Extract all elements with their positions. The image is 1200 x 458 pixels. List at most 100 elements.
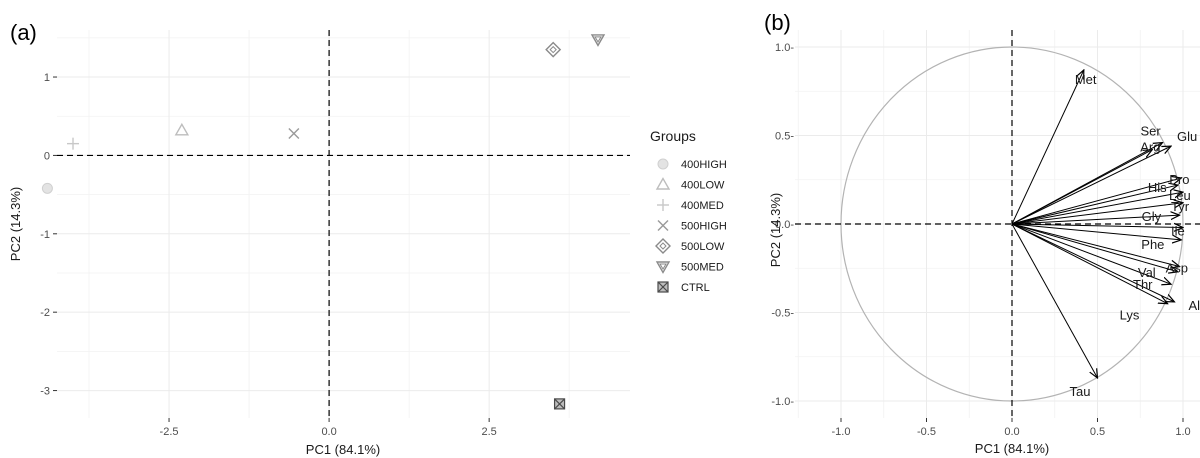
panel-b-y-axis-title: PC2 (14.3%) xyxy=(768,193,783,267)
x-tick-label: 2.5 xyxy=(482,426,497,438)
point-400high xyxy=(41,182,53,194)
variable-label-his: His xyxy=(1148,180,1167,195)
legend-key-400med xyxy=(657,199,669,211)
y-tick-label: -3 xyxy=(40,386,50,398)
variable-label-lys: Lys xyxy=(1120,308,1140,323)
x-tick-label: 0.0 xyxy=(321,426,336,438)
legend-item-500high: 500HIGH xyxy=(657,220,727,233)
legend-item-400low: 400LOW xyxy=(655,177,725,192)
arrow-tau xyxy=(1011,223,1098,378)
legend-item-400med: 400MED xyxy=(657,199,724,212)
legend-item-400high: 400HIGH xyxy=(657,158,727,171)
legend-label: CTRL xyxy=(681,282,710,294)
arrow-leu xyxy=(1011,192,1183,225)
arrow-his xyxy=(1011,185,1178,225)
legend-title: Groups xyxy=(650,128,696,144)
legend-label: 400MED xyxy=(681,200,724,212)
x-tick-label: 1.0 xyxy=(1175,426,1190,438)
panel-b-y-ticks: 1.0- 0.5- 0.0- -0.5- -1.0- xyxy=(771,42,794,408)
variable-label-tyr: Tyr xyxy=(1171,199,1190,214)
variable-label-ser: Ser xyxy=(1140,124,1161,139)
y-tick-label: 0.5- xyxy=(775,131,794,143)
y-tick-label: 1 xyxy=(44,72,50,84)
arrow-ile xyxy=(1011,224,1183,228)
x-tick-label: -0.5 xyxy=(917,426,936,438)
panel-a-y-axis-title: PC2 (14.3%) xyxy=(8,187,23,261)
panel-b-x-ticks: -1.0 -0.5 0.0 0.5 1.0 xyxy=(832,418,1191,438)
x-tick-label: -2.5 xyxy=(160,426,179,438)
arrow-tyr xyxy=(1011,203,1183,225)
legend-key-400high xyxy=(657,158,669,170)
variable-label-arg: Arg xyxy=(1140,140,1160,155)
panel-b-label: (b) xyxy=(764,10,791,35)
variable-label-pro: Pro xyxy=(1169,172,1189,187)
arrow-met xyxy=(1011,70,1084,225)
point-500high xyxy=(288,127,300,139)
y-tick-label: 0.0- xyxy=(775,219,794,231)
x-tick-label: 0.5 xyxy=(1090,426,1105,438)
legend-label: 400HIGH xyxy=(681,159,727,171)
y-tick-label: -2 xyxy=(40,307,50,319)
legend-item-ctrl: CTRL xyxy=(657,281,710,294)
legend-items: 400HIGH 400LOW 400MED 500HIGH 500LOW 500MED CT… xyxy=(655,158,727,294)
legend-key-400low xyxy=(655,177,671,190)
point-500low xyxy=(545,41,562,58)
legend-label: 500LOW xyxy=(681,241,725,253)
legend-label: 500HIGH xyxy=(681,221,727,233)
arrow-thr xyxy=(1011,223,1171,284)
arrow-glu xyxy=(1011,146,1171,225)
legend-item-500low: 500LOW xyxy=(655,238,725,254)
arrow-pro xyxy=(1011,178,1181,225)
variable-label-val: Val xyxy=(1138,265,1156,280)
y-tick-label: 1.0- xyxy=(775,42,794,54)
panel-b-x-axis-title: PC1 (84.1%) xyxy=(975,441,1049,456)
variable-label-ile: Ile xyxy=(1171,224,1185,239)
variable-label-met: Met xyxy=(1075,72,1097,87)
panel-a-plot-area xyxy=(57,30,630,418)
legend-key-ctrl xyxy=(657,281,669,293)
x-tick-label: 0.0 xyxy=(1004,426,1019,438)
point-500med xyxy=(590,34,606,47)
panel-a-points xyxy=(41,34,606,410)
y-tick-label: -0.5- xyxy=(771,308,794,320)
legend-item-500med: 500MED xyxy=(655,261,724,274)
point-ctrl xyxy=(553,398,566,410)
legend-label: 400LOW xyxy=(681,180,725,192)
variable-label-thr: Thr xyxy=(1133,277,1153,292)
y-tick-label: -1 xyxy=(40,229,50,241)
arrow-lys xyxy=(1011,223,1168,304)
variable-label-gly: Gly xyxy=(1142,209,1162,224)
arrow-asp xyxy=(1011,223,1180,266)
variable-label-leu: Leu xyxy=(1169,188,1191,203)
legend-label: 500MED xyxy=(681,262,724,274)
point-400med xyxy=(67,137,80,150)
panel-a-x-ticks: -2.5 0.0 2.5 xyxy=(160,418,497,438)
variable-label-ala: Ala xyxy=(1188,298,1200,313)
variable-label-glu: Glu xyxy=(1177,129,1197,144)
variable-label-phe: Phe xyxy=(1141,237,1164,252)
legend-key-500med xyxy=(655,261,671,274)
x-tick-label: -1.0 xyxy=(832,426,851,438)
arrow-val xyxy=(1011,223,1178,272)
legend-key-500low xyxy=(655,238,671,254)
legend: Groups 400HIGH 400LOW 400MED 500HIGH 500LOW 5… xyxy=(650,128,727,294)
panel-a-label: (a) xyxy=(10,20,37,45)
panel-a-zero-lines xyxy=(57,30,630,418)
arrow-ala xyxy=(1011,223,1174,302)
arrow-phe xyxy=(1011,223,1181,240)
arrow-gly xyxy=(1011,215,1180,225)
panel-b-arrows xyxy=(1011,70,1183,378)
panel-a-x-axis-title: PC1 (84.1%) xyxy=(306,442,380,457)
point-400low xyxy=(174,122,190,136)
panel-a: (a) -2.5 0.0 2.5 1 0 -1 -2 -3 PC1 (84.1%) PC2 … xyxy=(8,20,630,457)
variable-label-asp: Asp xyxy=(1166,260,1188,275)
variable-label-tau: Tau xyxy=(1070,384,1091,399)
panel-a-y-ticks: 1 0 -1 -2 -3 xyxy=(40,72,57,398)
legend-key-500high xyxy=(657,220,669,231)
y-tick-label: 0 xyxy=(44,150,50,162)
arrow-arg xyxy=(1011,150,1152,225)
y-tick-label: -1.0- xyxy=(771,396,794,408)
